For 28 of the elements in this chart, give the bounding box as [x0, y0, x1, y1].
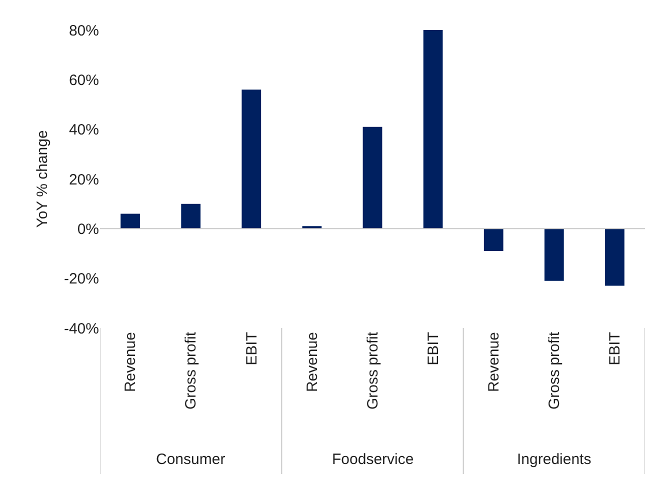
bar	[423, 30, 443, 229]
y-tick-label: -20%	[64, 270, 99, 288]
x-tick-label: EBIT	[243, 332, 260, 366]
x-tick-label: Revenue	[485, 332, 502, 392]
x-tick-label: EBIT	[424, 332, 442, 366]
y-tick-label: 20%	[68, 171, 99, 188]
bar	[484, 228, 504, 252]
y-tick-label: 80%	[68, 22, 99, 40]
bar	[605, 228, 624, 286]
bar	[544, 228, 564, 281]
bar	[120, 214, 140, 229]
x-tick-label: Gross profit	[182, 331, 200, 410]
text: Ingredients	[517, 451, 592, 468]
text: Consumer	[156, 451, 226, 468]
bar	[242, 90, 262, 229]
y-tick-label: 0%	[77, 220, 99, 238]
y-tick-label: 40%	[68, 122, 99, 139]
y-axis-title: YoY % change	[34, 130, 52, 228]
bar	[362, 126, 382, 229]
y-tick-label: -40%	[64, 320, 99, 338]
bar	[181, 204, 201, 229]
x-tick-label: Revenue	[122, 332, 140, 392]
x-tick-label: EBIT	[606, 332, 624, 366]
x-tick-label: Gross profit	[546, 331, 564, 410]
text: Foodservice	[332, 451, 414, 468]
y-tick-label: 60%	[68, 72, 99, 89]
x-tick-label: Revenue	[304, 332, 321, 392]
x-tick-label: Gross profit	[364, 331, 382, 410]
